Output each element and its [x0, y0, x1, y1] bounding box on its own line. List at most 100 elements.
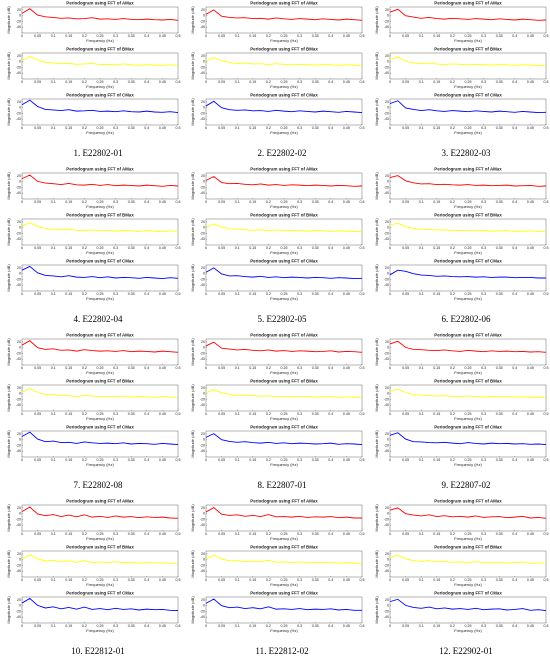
x-tick-label: 0.15 — [433, 578, 440, 582]
x-tick-label: 0 — [21, 458, 23, 462]
x-tick-label: 0.15 — [433, 624, 440, 628]
y-tick-label: 0 — [387, 60, 389, 64]
y-tick-label: 20 — [201, 552, 205, 556]
x-axis-label: Frequency (Hz) — [454, 416, 482, 421]
x-axis-label: Frequency (Hz) — [270, 628, 298, 633]
x-tick-label: 0.05 — [218, 292, 225, 296]
x-axis-label: Frequency (Hz) — [270, 84, 298, 89]
y-tick-label: -20 — [384, 111, 389, 115]
x-tick-label: 0.3 — [297, 126, 302, 130]
x-tick-label: 0.4 — [328, 532, 333, 536]
x-tick-label: 0.25 — [465, 34, 472, 38]
x-tick-label: 0.3 — [113, 412, 118, 416]
x-axis-label: Frequency (Hz) — [270, 536, 298, 541]
x-tick-label: 0.5 — [176, 366, 181, 370]
x-tick-label: 0.3 — [481, 80, 486, 84]
y-tick-label: 0 — [19, 106, 21, 110]
x-tick-label: 0.25 — [97, 246, 104, 250]
x-tick-label: 0.4 — [144, 292, 149, 296]
panel-caption: 10. E22812-01 — [71, 646, 125, 656]
x-tick-label: 0.05 — [218, 126, 225, 130]
x-tick-label: 0.15 — [249, 532, 256, 536]
spectrum-line — [389, 507, 547, 519]
x-tick-label: 0.2 — [82, 200, 87, 204]
plot-area — [389, 384, 547, 412]
panel-caption: 9. E22807-02 — [442, 480, 491, 490]
x-axis-label: Frequency (Hz) — [454, 582, 482, 587]
x-tick-label: 0.15 — [65, 34, 72, 38]
y-tick-label: -20 — [200, 517, 205, 521]
x-tick-label: 0.45 — [343, 292, 350, 296]
plot-area — [389, 52, 547, 80]
subplot-title: Periodogram using FFT of AMax — [66, 333, 134, 338]
spectrum-line — [21, 174, 179, 187]
y-tick-label: -20 — [384, 351, 389, 355]
x-tick-label: 0.15 — [249, 200, 256, 204]
x-tick-label: 0.25 — [97, 412, 104, 416]
y-tick-label: 0 — [19, 60, 21, 64]
y-axis-label: Magnitude (dB) — [190, 98, 195, 126]
spectrum-line — [21, 55, 179, 66]
subplot-title: Periodogram using FFT of BMax — [66, 545, 134, 550]
x-tick-label: 0.15 — [65, 532, 72, 536]
x-tick-label: 0.5 — [176, 126, 181, 130]
y-axis-label: Magnitude (dB) — [6, 264, 11, 292]
y-tick-label: -20 — [16, 111, 21, 115]
spectrum-line — [389, 432, 547, 446]
y-tick-label: -40 — [384, 117, 389, 121]
x-tick-label: 0.4 — [144, 624, 149, 628]
y-tick-label: 20 — [385, 100, 389, 104]
y-tick-label: 20 — [17, 340, 21, 344]
y-tick-label: 0 — [387, 272, 389, 276]
x-tick-label: 0.5 — [176, 34, 181, 38]
x-tick-label: 0.45 — [159, 578, 166, 582]
y-tick-label: 20 — [385, 266, 389, 270]
subplot-title: Periodogram using FFT of CMax — [434, 591, 502, 596]
y-tick-label: -20 — [16, 397, 21, 401]
y-tick-label: -40 — [200, 71, 205, 75]
y-tick-label: -40 — [16, 449, 21, 453]
x-tick-label: 0.2 — [450, 292, 455, 296]
x-tick-label: 0.05 — [218, 578, 225, 582]
y-tick-label: 0 — [203, 226, 205, 230]
subplot-title: Periodogram using FFT of AMax — [434, 499, 502, 504]
x-tick-label: 0.35 — [128, 292, 135, 296]
subplot-title: Periodogram using FFT of BMax — [434, 213, 502, 218]
x-tick-label: 0.25 — [281, 366, 288, 370]
x-tick-label: 0.2 — [266, 412, 271, 416]
y-tick-label: -20 — [384, 609, 389, 613]
y-tick-label: -40 — [200, 523, 205, 527]
x-axis-label: Frequency (Hz) — [86, 462, 114, 467]
y-tick-label: -40 — [200, 191, 205, 195]
y-tick-label: 0 — [203, 14, 205, 18]
x-tick-label: 0.15 — [65, 624, 72, 628]
x-tick-label: 0.1 — [235, 366, 240, 370]
x-tick-label: 0.2 — [266, 624, 271, 628]
y-tick-label: -40 — [16, 191, 21, 195]
plot-area — [205, 384, 363, 412]
spectrum-line — [389, 175, 547, 187]
x-tick-label: 0.35 — [128, 624, 135, 628]
y-tick-label: -40 — [16, 283, 21, 287]
y-axis-label: Magnitude (dB) — [190, 6, 195, 34]
x-tick-label: 0.5 — [544, 200, 549, 204]
x-tick-label: 0.35 — [128, 34, 135, 38]
subplot-title: Periodogram using FFT of BMax — [66, 379, 134, 384]
plot-area — [205, 550, 363, 578]
x-tick-label: 0.05 — [34, 578, 41, 582]
x-tick-label: 0.4 — [144, 126, 149, 130]
x-tick-label: 0.45 — [527, 532, 534, 536]
x-axis-label: Frequency (Hz) — [454, 462, 482, 467]
x-axis-label: Frequency (Hz) — [454, 628, 482, 633]
x-tick-label: 0.1 — [419, 246, 424, 250]
panel-caption: 12. E22902-01 — [439, 646, 493, 656]
spectrum-line — [21, 265, 179, 280]
y-tick-label: 20 — [385, 386, 389, 390]
y-tick-label: -40 — [200, 449, 205, 453]
x-tick-label: 0.15 — [249, 80, 256, 84]
x-tick-label: 0 — [389, 126, 391, 130]
subplot-title: Periodogram using FFT of BMax — [250, 47, 318, 52]
x-tick-label: 0.4 — [144, 532, 149, 536]
y-tick-label: -40 — [384, 357, 389, 361]
subplot-title: Periodogram using FFT of BMax — [250, 545, 318, 550]
